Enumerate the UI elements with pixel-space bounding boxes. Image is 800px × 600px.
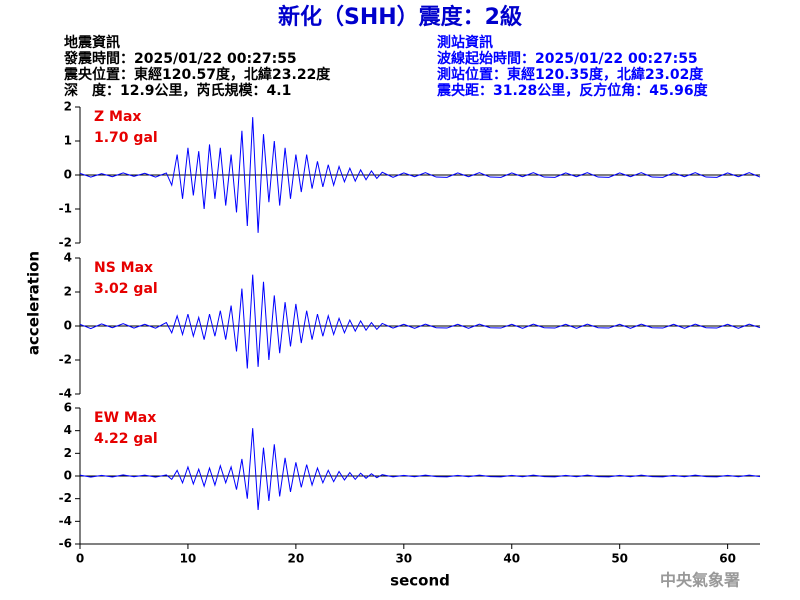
- y-tick-label: 4: [64, 423, 72, 437]
- info-line: 地震資訊: [64, 34, 120, 51]
- annotation: NS Max: [94, 260, 153, 276]
- x-tick-label: 40: [503, 552, 520, 566]
- annotation: EW Max: [94, 410, 156, 426]
- footer: 中央氣象署: [660, 571, 740, 590]
- y-tick-label: -2: [59, 353, 72, 367]
- info-line: 震央位置：東經120.57度，北緯23.22度: [63, 66, 331, 83]
- y-tick-label: 0: [64, 319, 72, 333]
- waveform: [79, 274, 761, 369]
- x-tick-label: 30: [395, 552, 412, 566]
- x-tick-label: 60: [719, 552, 736, 566]
- y-tick-label: 6: [64, 401, 72, 415]
- y-tick-label: 2: [64, 446, 72, 460]
- info-line: 震央距：31.28公里，反方位角：45.96度: [436, 82, 709, 99]
- info-line: 測站位置：東經120.35度，北緯23.02度: [437, 66, 704, 83]
- y-tick-label: -1: [59, 202, 72, 216]
- y-tick-label: 2: [64, 285, 72, 299]
- info-line: 發震時間：2025/01/22 00:27:55: [63, 50, 297, 67]
- x-tick-label: 20: [288, 552, 305, 566]
- x-axis-label: second: [390, 572, 450, 590]
- y-tick-label: 0: [64, 168, 72, 182]
- info-line: 波線起始時間：2025/01/22 00:27:55: [437, 50, 698, 67]
- y-axis-label: acceleration: [25, 251, 43, 355]
- y-tick-label: -6: [59, 537, 72, 551]
- y-tick-label: -4: [59, 514, 72, 528]
- annotation: 3.02 gal: [94, 281, 158, 297]
- waveform: [79, 428, 761, 511]
- info-line: 深 度：12.9公里，芮氏規模：4.1: [64, 82, 291, 99]
- annotation: 1.70 gal: [94, 130, 158, 146]
- y-tick-label: 4: [64, 251, 72, 265]
- x-tick-label: 0: [76, 552, 84, 566]
- y-tick-label: -2: [59, 236, 72, 250]
- y-tick-label: -2: [59, 491, 72, 505]
- x-tick-label: 50: [611, 552, 628, 566]
- y-tick-label: 2: [64, 100, 72, 114]
- y-tick-label: 0: [64, 469, 72, 483]
- title: 新化（SHH）震度：2級: [278, 4, 522, 30]
- y-tick-label: 1: [64, 134, 72, 148]
- y-tick-label: -4: [59, 387, 72, 401]
- x-tick-label: 10: [180, 552, 197, 566]
- waveform: [79, 117, 761, 233]
- info-line: 測站資訊: [437, 34, 493, 51]
- annotation: Z Max: [94, 109, 141, 125]
- annotation: 4.22 gal: [94, 431, 158, 447]
